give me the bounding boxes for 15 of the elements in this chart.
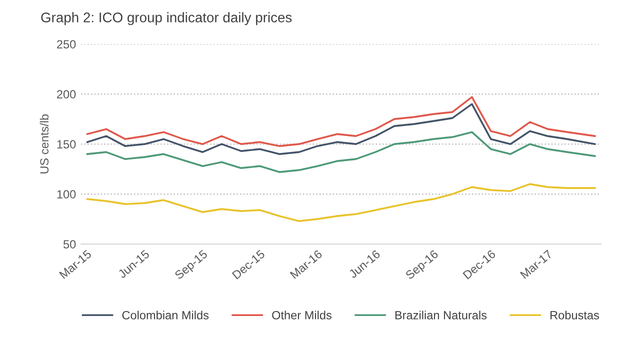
legend-label: Robustas bbox=[550, 310, 599, 320]
legend-label: Other Milds bbox=[272, 310, 332, 320]
chart-title: Graph 2: ICO group indicator daily prices bbox=[41, 12, 292, 26]
legend-label: Brazilian Naturals bbox=[395, 310, 487, 320]
line-series bbox=[86, 103, 596, 155]
line-series bbox=[86, 131, 596, 173]
y-tick-label: 200 bbox=[57, 90, 76, 98]
line-series bbox=[86, 96, 596, 147]
y-axis-title: US cents/lb bbox=[40, 114, 49, 174]
y-tick-label: 250 bbox=[57, 40, 76, 48]
line-series bbox=[86, 183, 596, 222]
legend-label: Colombian Milds bbox=[122, 310, 209, 320]
y-tick-label: 150 bbox=[57, 140, 76, 148]
y-tick-label: 50 bbox=[63, 240, 76, 248]
y-tick-label: 100 bbox=[57, 190, 76, 198]
